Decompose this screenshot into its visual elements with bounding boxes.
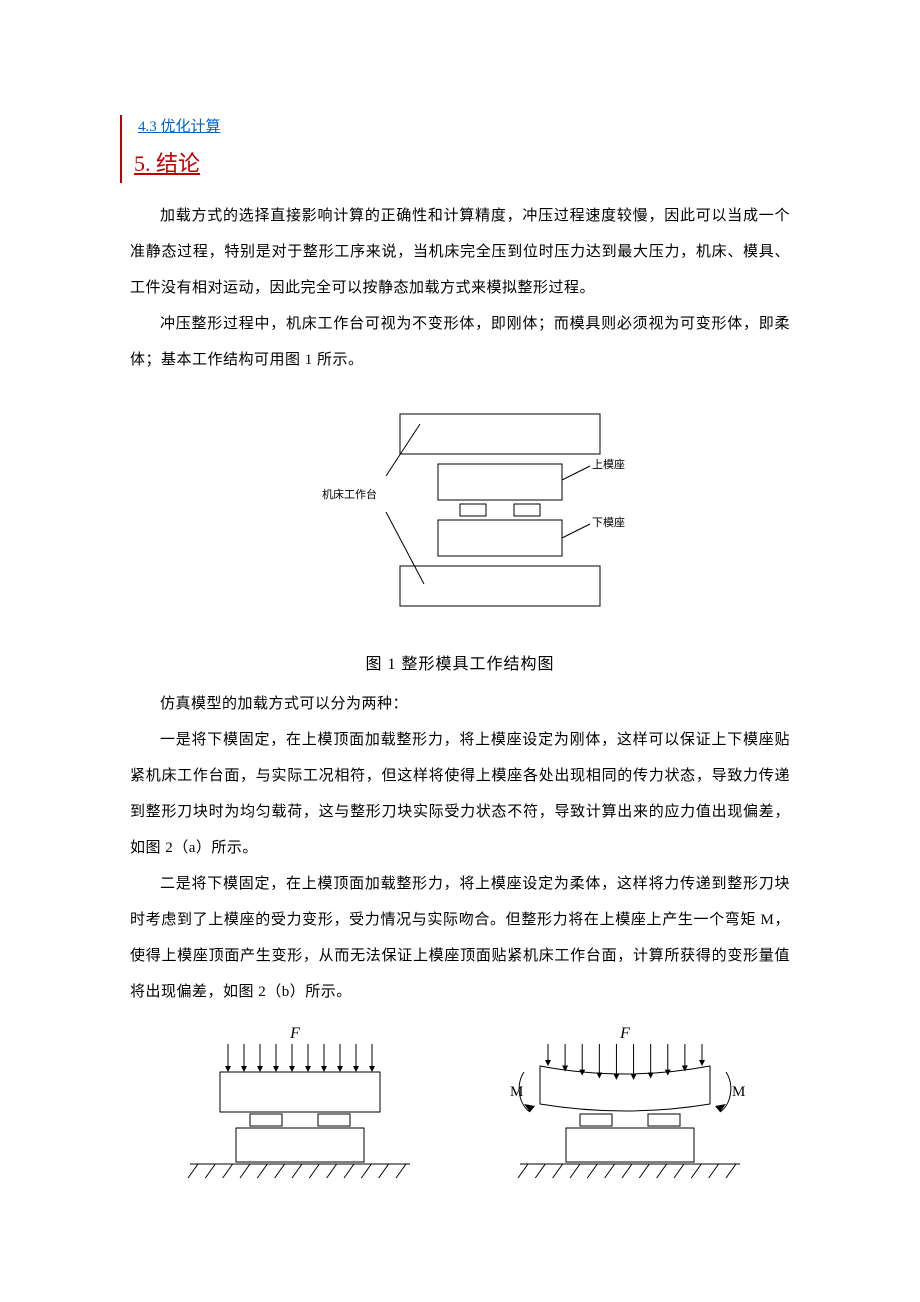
figure-1-svg: 机床工作台 上模座 下模座 (290, 404, 630, 634)
toc-link-4-3[interactable]: 4.3 优化计算 (138, 115, 790, 136)
figure-2b-svg: F M M (480, 1022, 770, 1202)
figure-1-caption: 图 1 整形模具工作结构图 (130, 650, 790, 674)
label-upper-die: 上模座 (592, 457, 625, 471)
paragraph-5: 二是将下模固定，在上模顶面加载整形力，将上模座设定为柔体，这样将力传递到整形刀块… (130, 866, 790, 1010)
moment-label-right: M (732, 1084, 745, 1100)
figure-1: 机床工作台 上模座 下模座 (290, 404, 630, 634)
figure-2a: F (150, 1022, 440, 1202)
moment-label-left: M (510, 1084, 523, 1100)
label-worktable: 机床工作台 (322, 487, 377, 501)
paragraph-2: 冲压整形过程中，机床工作台可视为不变形体，即刚体；而模具则必须视为可变形体，即柔… (130, 306, 790, 378)
force-label-b: F (619, 1025, 630, 1042)
paragraph-3: 仿真模型的加载方式可以分为两种： (130, 686, 790, 722)
paragraph-4: 一是将下模固定，在上模顶面加载整形力，将上模座设定为刚体，这样可以保证上下模座贴… (130, 722, 790, 866)
revision-bar (120, 115, 122, 183)
figure-2a-svg: F (150, 1022, 440, 1202)
paragraph-1: 加载方式的选择直接影响计算的正确性和计算精度，冲压过程速度较慢，因此可以当成一个… (130, 198, 790, 306)
label-lower-die: 下模座 (592, 515, 625, 529)
figure-2: F F (150, 1022, 770, 1202)
figure-2b: F M M (480, 1022, 770, 1202)
toc-link-5[interactable]: 5. 结论 (134, 146, 790, 178)
force-label-a: F (289, 1025, 300, 1042)
